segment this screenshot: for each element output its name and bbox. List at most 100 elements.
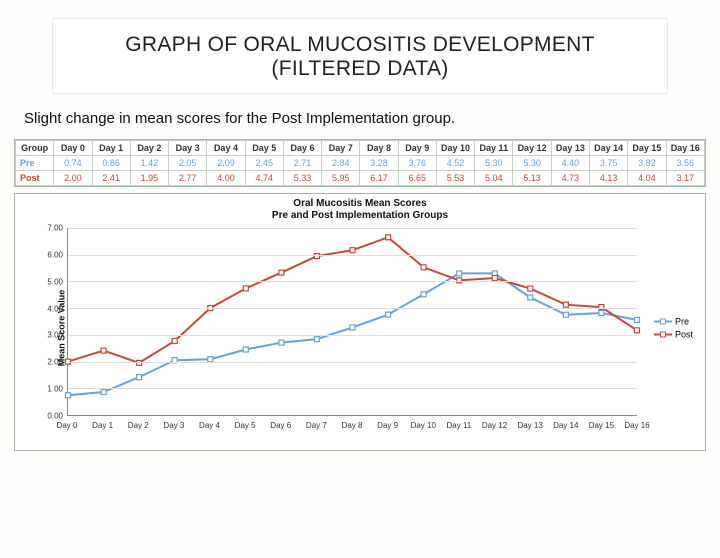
series-marker: [279, 340, 284, 345]
ytick-label: 4.00: [39, 304, 63, 313]
data-cell: 5.33: [283, 171, 321, 186]
series-marker: [101, 348, 106, 353]
col-header-day: Day 13: [551, 141, 589, 156]
ytick-label: 1.00: [39, 385, 63, 394]
series-marker: [314, 337, 319, 342]
series-marker: [386, 235, 391, 240]
chart-title-line-1: Oral Mucositis Mean Scores: [293, 198, 426, 209]
series-marker: [457, 271, 462, 276]
chart-title-line-2: Pre and Post Implementation Groups: [272, 210, 448, 221]
data-cell: 6.65: [398, 171, 436, 186]
gridline: [68, 255, 637, 256]
chart-title: Oral Mucositis Mean Scores Pre and Post …: [23, 198, 697, 222]
legend-swatch: [654, 318, 672, 326]
series-marker: [421, 292, 426, 297]
series-line-post: [68, 237, 637, 363]
col-header-group: Group: [16, 141, 54, 156]
col-header-day: Day 5: [245, 141, 283, 156]
ytick-label: 3.00: [39, 331, 63, 340]
col-header-day: Day 16: [666, 141, 704, 156]
xtick-label: Day 1: [92, 421, 113, 430]
data-cell: 3.76: [398, 156, 436, 171]
xtick-label: Day 8: [342, 421, 363, 430]
gridline: [68, 335, 637, 336]
data-cell: 0.86: [92, 156, 130, 171]
col-header-day: Day 11: [475, 141, 513, 156]
col-header-day: Day 10: [436, 141, 474, 156]
title-line-1: GRAPH OF ORAL MUCOSITIS DEVELOPMENT: [63, 33, 657, 57]
series-marker: [350, 325, 355, 330]
y-axis-label: Mean Score Value: [56, 290, 66, 367]
series-marker: [599, 311, 604, 316]
col-header-day: Day 3: [169, 141, 207, 156]
xtick-label: Day 3: [163, 421, 184, 430]
series-marker: [421, 265, 426, 270]
gridline: [68, 308, 637, 309]
data-table: GroupDay 0Day 1Day 2Day 3Day 4Day 5Day 6…: [15, 140, 705, 186]
data-cell: 2.71: [283, 156, 321, 171]
xtick-label: Day 0: [57, 421, 78, 430]
col-header-day: Day 1: [92, 141, 130, 156]
data-cell: 2.05: [169, 156, 207, 171]
data-cell: 2.41: [92, 171, 130, 186]
legend-label: Pre: [675, 317, 689, 327]
data-cell: 4.04: [628, 171, 666, 186]
data-cell: 5.30: [475, 156, 513, 171]
col-header-day: Day 9: [398, 141, 436, 156]
series-marker: [66, 393, 71, 398]
data-cell: 2.45: [245, 156, 283, 171]
ytick-label: 2.00: [39, 358, 63, 367]
table-row: Pre0.740.861.422.052.092.452.712.843.283…: [16, 156, 705, 171]
col-header-day: Day 15: [628, 141, 666, 156]
data-cell: 3.28: [360, 156, 398, 171]
series-marker: [137, 375, 142, 380]
series-marker: [279, 270, 284, 275]
xtick-label: Day 12: [482, 421, 507, 430]
legend-label: Post: [675, 330, 693, 340]
col-header-day: Day 12: [513, 141, 551, 156]
row-label: Pre: [16, 156, 54, 171]
series-marker: [243, 286, 248, 291]
row-label: Post: [16, 171, 54, 186]
table-row: Post2.002.411.952.774.004.745.335.956.17…: [16, 171, 705, 186]
ytick-label: 6.00: [39, 250, 63, 259]
data-table-container: GroupDay 0Day 1Day 2Day 3Day 4Day 5Day 6…: [14, 139, 706, 187]
data-cell: 5.04: [475, 171, 513, 186]
col-header-day: Day 2: [130, 141, 168, 156]
plot-area: [67, 228, 637, 416]
data-cell: 2.77: [169, 171, 207, 186]
chart-lines-svg: [68, 228, 637, 415]
gridline: [68, 281, 637, 282]
data-cell: 5.53: [436, 171, 474, 186]
chart-body: Mean Score Value PrePost 0.001.002.003.0…: [23, 224, 697, 432]
legend-swatch: [654, 331, 672, 339]
data-cell: 2.09: [207, 156, 245, 171]
gridline: [68, 362, 637, 363]
xtick-label: Day 14: [553, 421, 578, 430]
data-cell: 4.00: [207, 171, 245, 186]
ytick-label: 5.00: [39, 277, 63, 286]
data-cell: 2.84: [322, 156, 360, 171]
data-cell: 1.95: [130, 171, 168, 186]
data-cell: 6.17: [360, 171, 398, 186]
data-cell: 0.74: [54, 156, 92, 171]
series-marker: [101, 390, 106, 395]
data-cell: 3.56: [666, 156, 704, 171]
col-header-day: Day 4: [207, 141, 245, 156]
data-cell: 4.74: [245, 171, 283, 186]
chart-container: Oral Mucositis Mean Scores Pre and Post …: [14, 193, 706, 451]
col-header-day: Day 14: [589, 141, 627, 156]
series-marker: [172, 339, 177, 344]
data-cell: 3.75: [589, 156, 627, 171]
title-box: GRAPH OF ORAL MUCOSITIS DEVELOPMENT (FIL…: [52, 18, 668, 94]
xtick-label: Day 11: [446, 421, 471, 430]
data-cell: 4.40: [551, 156, 589, 171]
col-header-day: Day 7: [322, 141, 360, 156]
legend-item: Post: [654, 330, 693, 340]
chart-legend: Pre Post: [654, 314, 693, 343]
xtick-label: Day 10: [411, 421, 436, 430]
xtick-label: Day 4: [199, 421, 220, 430]
data-cell: 3.82: [628, 156, 666, 171]
series-marker: [386, 312, 391, 317]
data-cell: 4.13: [589, 171, 627, 186]
